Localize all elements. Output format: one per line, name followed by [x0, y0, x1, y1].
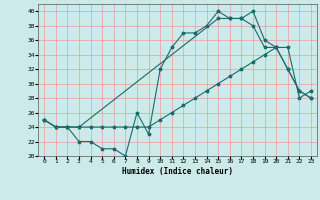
- X-axis label: Humidex (Indice chaleur): Humidex (Indice chaleur): [122, 167, 233, 176]
